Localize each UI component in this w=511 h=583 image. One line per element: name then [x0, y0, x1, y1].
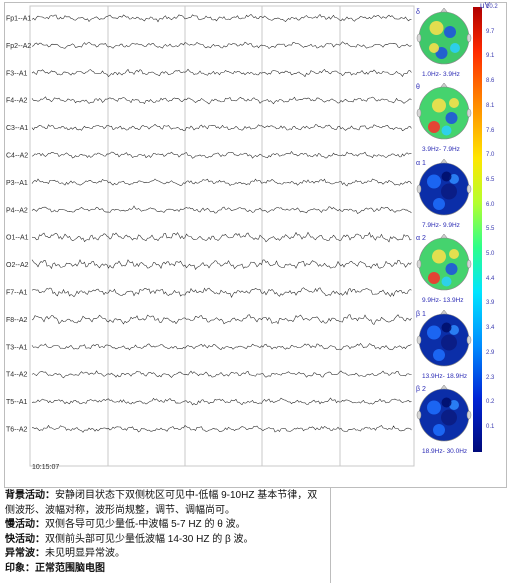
eeg-trace — [31, 205, 412, 214]
colorbar-tick: 3.9 — [486, 300, 495, 307]
colorbar-tick: 8.1 — [486, 102, 495, 109]
eeg-trace — [31, 397, 412, 406]
colorbar-tick: 7.6 — [486, 127, 495, 134]
impression-line: 印象：正常范围脑电图 — [5, 562, 327, 577]
frequency-range-label: 9.9Hz- 13.9Hz — [422, 297, 464, 304]
eeg-trace — [31, 370, 412, 379]
eeg-trace — [31, 150, 412, 159]
channel-label: T5--A1 — [6, 399, 28, 406]
report-text: 背景活动：安静闭目状态下双侧枕区可见中-低幅 9-10HZ 基本节律，双侧波形、… — [5, 489, 327, 576]
frequency-range-label: 3.9Hz- 7.9Hz — [422, 146, 460, 153]
abnormal-wave-text: 未见明显异常波。 — [45, 548, 125, 559]
colorbar-tick: 10.2 — [486, 4, 498, 10]
eeg-trace — [31, 231, 412, 243]
colorbar-tick: 8.6 — [486, 78, 495, 85]
channel-label: C4--A2 — [6, 153, 28, 160]
frequency-band-label: δ — [416, 9, 420, 16]
eeg-trace — [31, 287, 412, 298]
fast-activity-label: 快活动： — [5, 533, 45, 545]
colorbar-tick: 4.4 — [486, 275, 495, 282]
amplitude-colorbar — [473, 7, 482, 452]
channel-label: F8--A2 — [6, 317, 28, 324]
colorbar-tick: 6.0 — [486, 201, 495, 208]
topographic-map: α 1 7.9Hz- 9.9Hz — [416, 156, 472, 234]
channel-label: O1--A1 — [6, 235, 29, 242]
colorbar-tick: 6.5 — [486, 176, 495, 183]
eeg-trace — [31, 96, 412, 105]
channel-label: F4--A2 — [6, 98, 28, 105]
eeg-trace — [31, 178, 412, 187]
channel-label: F3--A1 — [6, 70, 28, 77]
abnormal-wave-line: 异常波：未见明显异常波。 — [5, 547, 327, 562]
colorbar-tick: 2.9 — [486, 349, 495, 356]
frequency-band-label: α 2 — [416, 235, 426, 242]
slow-activity-line: 慢活动：双侧各导可见少量低-中波幅 5-7 HZ 的 θ 波。 — [5, 518, 327, 533]
channel-label: C3--A1 — [6, 125, 28, 132]
eeg-trace — [31, 314, 412, 325]
frequency-band-label: α 1 — [416, 160, 426, 167]
colorbar-tick: 7.0 — [486, 152, 495, 159]
column-divider — [330, 488, 331, 583]
eeg-trace — [31, 68, 412, 78]
background-activity-label: 背景活动： — [5, 490, 55, 501]
eeg-trace — [31, 424, 412, 433]
background-activity-line: 背景活动：安静闭目状态下双侧枕区可见中-低幅 9-10HZ 基本节律，双侧波形、… — [5, 489, 327, 518]
channel-label: F7--A1 — [6, 290, 28, 297]
channel-label: O2--A2 — [6, 262, 29, 269]
frequency-range-label: 18.9Hz- 30.0Hz — [422, 448, 468, 455]
colorbar-tick: 2.3 — [486, 374, 495, 381]
fast-activity-line: 快活动：双侧前头部可见少量低波幅 14-30 HZ 的 β 波。 — [5, 533, 327, 548]
topographic-map: β 1 13.9Hz- 18.9Hz — [416, 307, 472, 385]
colorbar-tick: 9.7 — [486, 28, 495, 35]
topographic-map: α 2 9.9Hz- 13.9Hz — [416, 231, 472, 309]
eeg-trace — [31, 343, 412, 351]
channel-label: P3--A1 — [6, 180, 28, 187]
fast-activity-text: 双侧前头部可见少量低波幅 14-30 HZ 的 β 波。 — [45, 533, 254, 545]
impression-text: 正常范围脑电图 — [35, 562, 105, 574]
channel-label: T3--A1 — [6, 344, 28, 351]
eeg-trace — [31, 124, 412, 132]
colorbar-tick: 5.0 — [486, 251, 495, 258]
topographic-map: θ 3.9Hz- 7.9Hz — [416, 80, 472, 158]
eeg-trace — [31, 41, 412, 49]
colorbar-tick: 3.4 — [486, 325, 495, 332]
abnormal-wave-label: 异常波： — [5, 548, 45, 559]
colorbar-tick: 0.2 — [486, 399, 495, 406]
colorbar-unit: μV — [480, 1, 490, 10]
time-label: 10:15:07 — [32, 464, 59, 471]
colorbar-tick: 9.1 — [486, 53, 495, 60]
colorbar-tick: 0.1 — [486, 424, 495, 430]
channel-label: T4--A2 — [6, 372, 28, 379]
eeg-trace-plot: Fp1--A1 Fp2--A2 F3--A1 F4--A2 C3--A1 C4--A2 P3… — [6, 5, 415, 471]
colorbar-tick: 5.5 — [486, 226, 495, 233]
eeg-trace — [31, 259, 412, 270]
slow-activity-text: 双侧各导可见少量低-中波幅 5-7 HZ 的 θ 波。 — [45, 519, 246, 530]
background-activity-text: 安静闭目状态下双侧枕区可见中-低幅 9-10HZ 基本节律，双侧波形、波幅对称，… — [5, 490, 318, 516]
impression-label: 印象： — [5, 562, 35, 574]
topographic-map: β 2 18.9Hz- 30.0Hz — [416, 382, 472, 460]
frequency-band-label: β 1 — [416, 311, 426, 318]
frequency-range-label: 13.9Hz- 18.9Hz — [422, 373, 468, 380]
frequency-band-label: β 2 — [416, 386, 426, 393]
frequency-range-label: 1.0Hz- 3.9Hz — [422, 71, 460, 78]
topographic-map: δ 1.0Hz- 3.9Hz — [416, 5, 472, 83]
eeg-trace — [31, 13, 412, 23]
channel-label: Fp1--A1 — [6, 16, 31, 23]
channel-label: T6--A2 — [6, 427, 28, 434]
slow-activity-label: 慢活动： — [5, 519, 45, 530]
channel-label: P4--A2 — [6, 207, 28, 214]
channel-label: Fp2--A2 — [6, 43, 31, 50]
frequency-band-label: θ — [416, 84, 420, 91]
frequency-range-label: 7.9Hz- 9.9Hz — [422, 222, 460, 229]
